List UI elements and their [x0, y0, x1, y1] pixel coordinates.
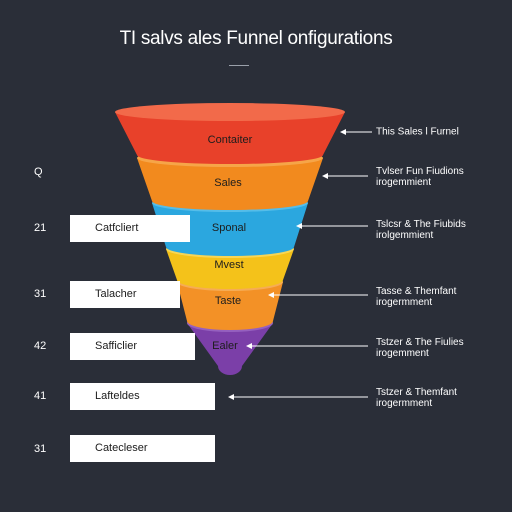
- side-label: Tstzer & The Fiulies irogemment: [376, 337, 464, 359]
- title-divider: [229, 65, 249, 66]
- row-label-box: Catecleser: [70, 435, 215, 462]
- side-label-line: irogemment: [376, 348, 429, 359]
- row-label-box: Safficlier: [70, 333, 195, 360]
- connector-arrowhead: [296, 223, 302, 229]
- funnel-stage-body: [187, 323, 273, 375]
- side-label: Tslcsr & The Fiubids irolgemmient: [376, 219, 466, 241]
- connector-arrowhead: [322, 173, 328, 179]
- side-label-line: irogermment: [376, 398, 433, 409]
- side-label-line: Tasse & Themfant: [376, 286, 457, 297]
- funnel-stage-body: [166, 249, 294, 289]
- side-label: Tasse & Themfant irogermment: [376, 286, 456, 308]
- connector-arrowhead: [228, 394, 234, 400]
- row-number: 21: [34, 222, 47, 234]
- side-label-line: irogermment: [376, 297, 433, 308]
- funnel-stage-body: [152, 203, 308, 256]
- funnel-stage-body: [177, 282, 283, 330]
- connector-arrowhead: [268, 292, 274, 298]
- row-number: Q: [34, 166, 43, 178]
- stage-label-1: Contaiter: [207, 134, 253, 146]
- side-label: This Sales l Furnel: [376, 127, 459, 138]
- row-number: 41: [34, 390, 47, 402]
- side-label-line: Tslcsr & The Fiubids: [376, 219, 466, 230]
- side-label-line: Tstzer & The Fiulies: [376, 337, 464, 348]
- side-label: Tvlser Fun Fiudions irogemmient: [376, 166, 464, 188]
- row-number: 31: [34, 443, 47, 455]
- connector-arrowhead: [340, 129, 346, 135]
- row-label-box: Talacher: [70, 281, 180, 308]
- stage-label-4: Mvest: [214, 259, 244, 271]
- stage-label-2: Sales: [214, 177, 242, 189]
- funnel-stage-rim: [115, 103, 345, 121]
- side-label: Tstzer & Themfant irogermment: [376, 387, 457, 409]
- side-label-line: Tvlser Fun Fiudions: [376, 166, 464, 177]
- stage-label-6: Ealer: [212, 340, 238, 352]
- connector-arrowhead: [246, 343, 252, 349]
- row-number: 42: [34, 340, 47, 352]
- funnel-stage-body: [137, 158, 323, 210]
- page-title: TI salvs ales Funnel onfigurations: [119, 28, 393, 49]
- side-label-line: irolgemmient: [376, 230, 434, 241]
- side-label-line: Tstzer & Themfant: [376, 387, 457, 398]
- row-number: 31: [34, 288, 47, 300]
- funnel-stage-body: [115, 112, 345, 164]
- stage-label-5: Taste: [214, 295, 242, 307]
- row-label-box: Lafteldes: [70, 383, 215, 410]
- funnel-stage: [115, 103, 345, 164]
- row-label-box: Catfcliert: [70, 215, 190, 242]
- side-label-line: This Sales l Furnel: [376, 126, 459, 138]
- stage-label-3: Sponal: [211, 222, 247, 234]
- side-label-line: irogemmient: [376, 177, 432, 188]
